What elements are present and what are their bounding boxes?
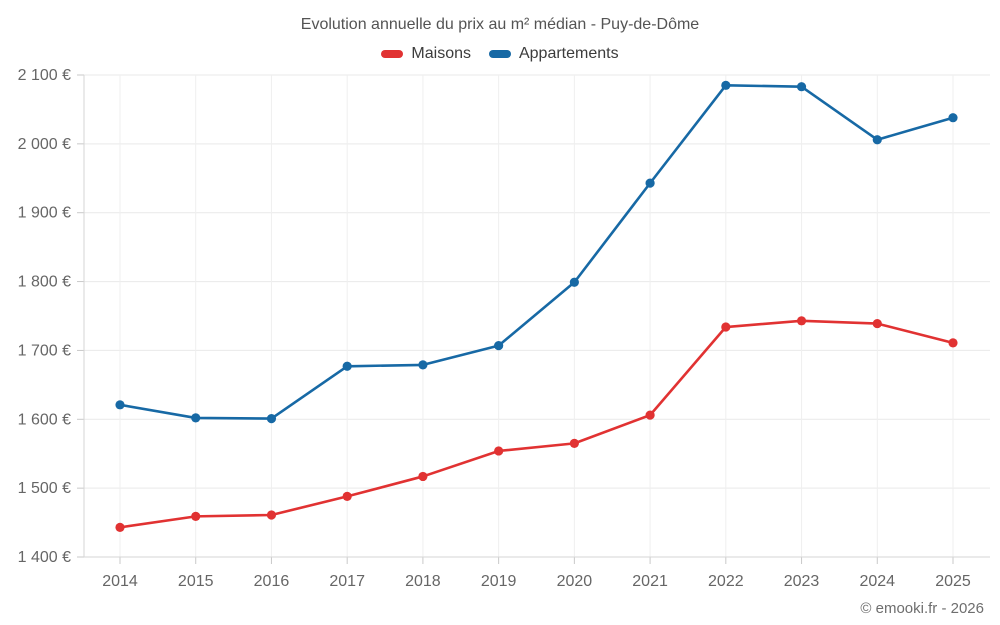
series-maisons: [115, 316, 958, 532]
data-point[interactable]: [948, 338, 958, 348]
data-point[interactable]: [342, 491, 352, 502]
chart-title: Evolution annuelle du prix au m² médian …: [300, 16, 700, 33]
legend-label-appartements: Appartements: [518, 45, 619, 62]
data-point[interactable]: [191, 511, 201, 521]
data-point[interactable]: [266, 413, 277, 424]
x-axis-tick-label: 2017: [329, 573, 365, 590]
x-axis-tick-label: 2024: [859, 573, 895, 590]
data-point[interactable]: [494, 341, 504, 351]
series-line: [118, 84, 955, 420]
data-point[interactable]: [721, 322, 731, 332]
x-axis-tick-label: 2018: [405, 573, 441, 590]
y-axis-tick-label: 2 100 €: [18, 67, 71, 84]
y-axis-tick-label: 1 500 €: [18, 480, 71, 497]
data-point[interactable]: [266, 510, 277, 520]
x-axis-tick-label: 2016: [254, 573, 290, 590]
y-axis-tick-label: 1 400 €: [18, 549, 71, 566]
x-axis-tick-label: 2015: [178, 573, 214, 590]
data-point[interactable]: [494, 446, 504, 456]
x-axis-tick-label: 2014: [102, 573, 138, 590]
y-axis-tick-label: 1 700 €: [18, 342, 71, 359]
x-axis-tick-label: 2020: [557, 573, 593, 590]
y-axis-tick-label: 1 800 €: [18, 274, 71, 291]
series-line: [118, 319, 955, 529]
data-point[interactable]: [796, 82, 807, 92]
data-point[interactable]: [645, 178, 655, 188]
data-point[interactable]: [796, 316, 807, 326]
data-point[interactable]: [115, 400, 125, 410]
legend-item-appartements[interactable]: Appartements: [488, 45, 619, 63]
gridlines: 1 400 € 1 500 € 1 600 € 1 700 € 1 800 € 1 900…: [18, 67, 990, 590]
data-point[interactable]: [872, 318, 882, 329]
data-point[interactable]: [342, 361, 352, 371]
y-axis-tick-label: 1 900 €: [18, 205, 71, 222]
data-point[interactable]: [191, 413, 201, 423]
data-point[interactable]: [418, 360, 428, 370]
data-point[interactable]: [569, 277, 579, 287]
data-point[interactable]: [721, 80, 731, 90]
series-appartements: [115, 80, 958, 424]
data-point[interactable]: [115, 522, 125, 532]
appartements-legend-marker-icon: [488, 50, 511, 58]
data-point[interactable]: [645, 410, 655, 420]
maisons-legend-marker-icon: [381, 50, 404, 58]
x-axis-tick-label: 2022: [708, 573, 744, 590]
y-axis-tick-label: 2 000 €: [18, 136, 71, 153]
x-axis-tick-label: 2023: [784, 573, 820, 590]
x-axis-tick-label: 2025: [935, 573, 971, 590]
chart-legend: Maisons Appartements: [0, 45, 1000, 63]
footer-credit: © emooki.fr - 2026: [860, 600, 984, 617]
data-point[interactable]: [872, 135, 882, 145]
legend-label-maisons: Maisons: [411, 45, 471, 62]
x-axis-tick-label: 2019: [481, 573, 517, 590]
data-point[interactable]: [418, 471, 428, 482]
x-axis-tick-label: 2021: [632, 573, 668, 590]
data-point[interactable]: [569, 438, 579, 448]
legend-item-maisons[interactable]: Maisons: [381, 45, 471, 63]
data-point[interactable]: [948, 113, 958, 123]
y-axis-tick-label: 1 600 €: [18, 411, 71, 428]
